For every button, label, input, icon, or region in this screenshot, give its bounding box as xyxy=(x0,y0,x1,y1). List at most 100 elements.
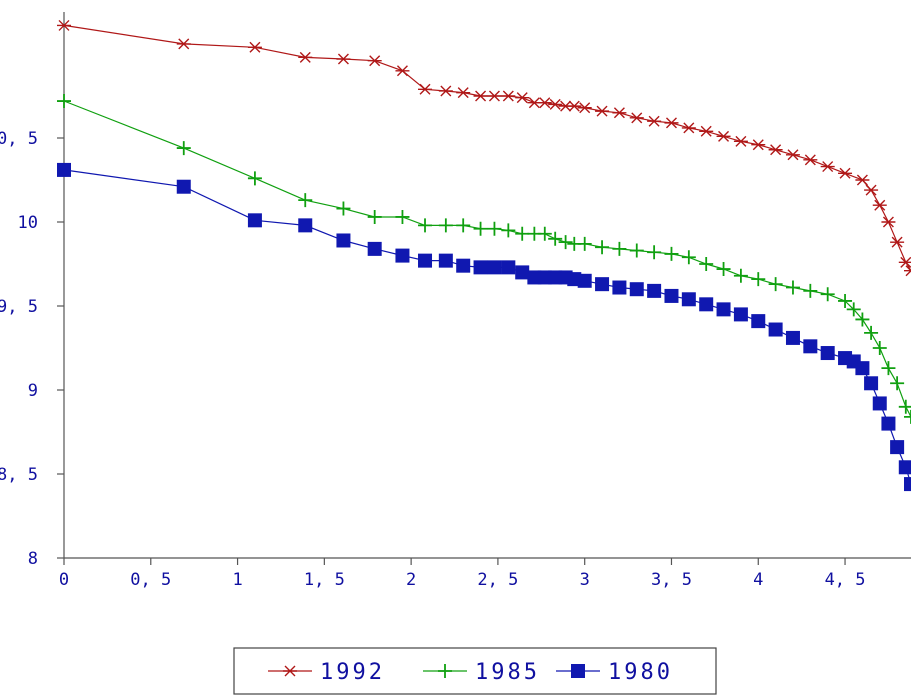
legend: 1992 1985 1980 xyxy=(233,647,717,695)
data-point xyxy=(438,85,453,97)
data-point xyxy=(872,341,887,355)
data-point xyxy=(418,83,433,95)
x-tick-label: 4 xyxy=(753,570,763,590)
legend-box xyxy=(233,647,717,695)
data-point xyxy=(699,257,714,271)
data-point xyxy=(487,260,502,275)
data-point xyxy=(336,201,351,216)
data-point xyxy=(846,302,861,317)
y-tick-label: 8 xyxy=(28,549,38,569)
data-point xyxy=(768,322,783,337)
data-point xyxy=(629,282,644,297)
legend-swatch-marker xyxy=(438,664,452,678)
data-point xyxy=(567,100,582,112)
x-tick-label: 3 xyxy=(580,570,590,590)
y-axis-ticks: 8 8, 5 9 9, 5 10 10, 5 xyxy=(0,129,64,569)
data-point xyxy=(664,288,679,303)
series-line-1992 xyxy=(63,24,911,272)
data-point xyxy=(881,361,896,376)
data-point xyxy=(176,141,191,156)
data-point xyxy=(515,92,530,104)
legend-item-1985: 1985 xyxy=(423,660,537,685)
y-tick-label: 9, 5 xyxy=(0,297,38,317)
data-point xyxy=(785,280,800,295)
data-point xyxy=(881,216,896,228)
data-point xyxy=(803,154,818,166)
data-point xyxy=(595,240,610,255)
data-point xyxy=(367,55,382,67)
data-point xyxy=(838,293,853,308)
data-point xyxy=(501,90,516,102)
data-point xyxy=(647,283,662,298)
series-line-1985 xyxy=(63,100,911,418)
data-point xyxy=(418,218,433,233)
data-point xyxy=(872,199,887,211)
data-point xyxy=(298,51,313,63)
legend-swatch-marker xyxy=(571,664,585,678)
data-point xyxy=(664,246,679,261)
data-point xyxy=(612,241,627,256)
data-point xyxy=(438,253,453,268)
data-point xyxy=(176,179,191,194)
data-point xyxy=(487,221,502,236)
data-point xyxy=(501,260,516,275)
data-point xyxy=(247,41,262,53)
data-point xyxy=(456,258,471,273)
x-tick-label: 4, 5 xyxy=(825,570,866,590)
data-point xyxy=(785,149,800,161)
data-point xyxy=(501,223,516,238)
data-point xyxy=(176,38,191,50)
data-point xyxy=(647,115,662,127)
data-point xyxy=(751,272,766,287)
data-point xyxy=(515,265,530,280)
y-tick-label: 8, 5 xyxy=(0,465,38,485)
data-point xyxy=(612,107,627,119)
series-1985 xyxy=(57,94,911,424)
data-point xyxy=(733,268,748,283)
data-point xyxy=(751,314,766,329)
data-point xyxy=(681,250,696,265)
data-point xyxy=(898,399,911,414)
data-point xyxy=(537,97,552,109)
data-point xyxy=(681,292,696,307)
data-point xyxy=(890,376,905,391)
series-line-1980 xyxy=(63,169,911,485)
y-tick-label: 10 xyxy=(18,213,38,233)
data-point xyxy=(629,112,644,124)
data-point xyxy=(298,218,313,233)
x-axis-ticks: 0 0, 5 1 1, 5 2 2, 5 3 3, 5 4 4, 5 xyxy=(59,558,866,590)
data-point xyxy=(716,302,731,317)
data-point xyxy=(336,53,351,65)
x-tick-label: 2, 5 xyxy=(477,570,518,590)
data-point xyxy=(803,339,818,354)
axes xyxy=(63,12,911,559)
x-tick-label: 3, 5 xyxy=(651,570,692,590)
data-point xyxy=(367,241,382,256)
data-point xyxy=(716,262,731,277)
x-tick-label: 2 xyxy=(406,570,416,590)
data-point xyxy=(647,245,662,260)
data-point xyxy=(838,167,853,179)
data-point xyxy=(577,236,592,251)
legend-item-1992: 1992 xyxy=(268,660,382,685)
data-point xyxy=(537,226,552,241)
y-tick-label: 10, 5 xyxy=(0,129,38,149)
data-point xyxy=(785,330,800,345)
data-point xyxy=(898,256,911,268)
data-point xyxy=(367,209,382,224)
data-point xyxy=(456,218,471,233)
data-point xyxy=(820,346,835,361)
data-point xyxy=(548,231,563,246)
data-point xyxy=(699,297,714,312)
data-point xyxy=(898,460,911,475)
data-point xyxy=(418,253,433,268)
data-point xyxy=(864,325,879,340)
data-point xyxy=(864,184,879,196)
series-1980 xyxy=(57,162,911,492)
data-point xyxy=(904,477,911,492)
data-point xyxy=(57,19,71,31)
data-point xyxy=(855,361,870,376)
data-point xyxy=(595,277,610,292)
data-point xyxy=(751,139,766,151)
